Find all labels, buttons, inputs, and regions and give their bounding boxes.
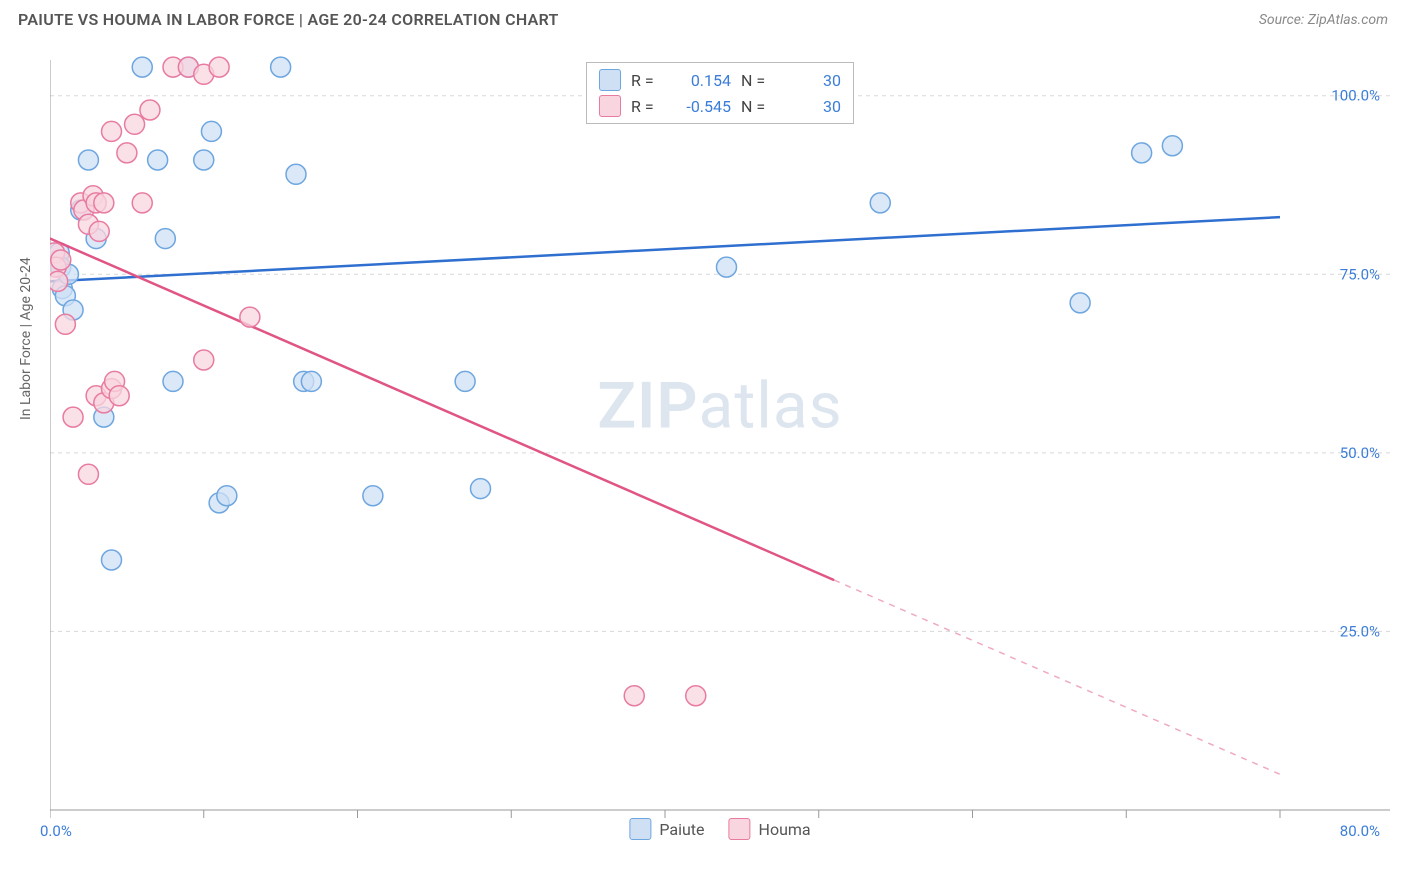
svg-text:25.0%: 25.0% — [1340, 622, 1380, 640]
svg-text:100.0%: 100.0% — [1331, 87, 1380, 105]
n-label: N = — [741, 97, 771, 116]
swatch-houma — [599, 95, 621, 117]
swatch-paiute — [629, 818, 651, 840]
n-value-paiute: 30 — [781, 71, 841, 90]
x-axis-end-label: 80.0% — [1340, 822, 1380, 840]
x-axis-start-label: 0.0% — [40, 822, 72, 840]
r-value-paiute: 0.154 — [671, 71, 731, 90]
legend-label-paiute: Paiute — [659, 820, 704, 839]
legend-row-paiute: R = 0.154 N = 30 — [599, 67, 841, 93]
title-bar: PAIUTE VS HOUMA IN LABOR FORCE | AGE 20-… — [0, 0, 1406, 37]
legend-item-paiute: Paiute — [629, 818, 704, 840]
r-value-houma: -0.545 — [671, 97, 731, 116]
correlation-legend: R = 0.154 N = 30 R = -0.545 N = 30 — [586, 62, 854, 124]
n-value-houma: 30 — [781, 97, 841, 116]
swatch-paiute — [599, 69, 621, 91]
n-label: N = — [741, 71, 771, 90]
legend-row-houma: R = -0.545 N = 30 — [599, 93, 841, 119]
legend-item-houma: Houma — [729, 818, 811, 840]
chart-area: 25.0%50.0%75.0%100.0% ZIPatlas R = 0.154… — [50, 50, 1390, 840]
source-label: Source: ZipAtlas.com — [1259, 12, 1388, 28]
scatter-plot: 25.0% 50.0% 75.0% 100.0% — [50, 50, 1390, 840]
svg-text:50.0%: 50.0% — [1340, 444, 1380, 462]
swatch-houma — [729, 818, 751, 840]
chart-title: PAIUTE VS HOUMA IN LABOR FORCE | AGE 20-… — [18, 10, 559, 29]
svg-text:75.0%: 75.0% — [1340, 265, 1380, 283]
y-axis-label: In Labor Force | Age 20-24 — [18, 257, 34, 420]
r-label: R = — [631, 71, 661, 90]
legend-label-houma: Houma — [759, 820, 811, 839]
series-legend: Paiute Houma — [629, 818, 810, 840]
r-label: R = — [631, 97, 661, 116]
